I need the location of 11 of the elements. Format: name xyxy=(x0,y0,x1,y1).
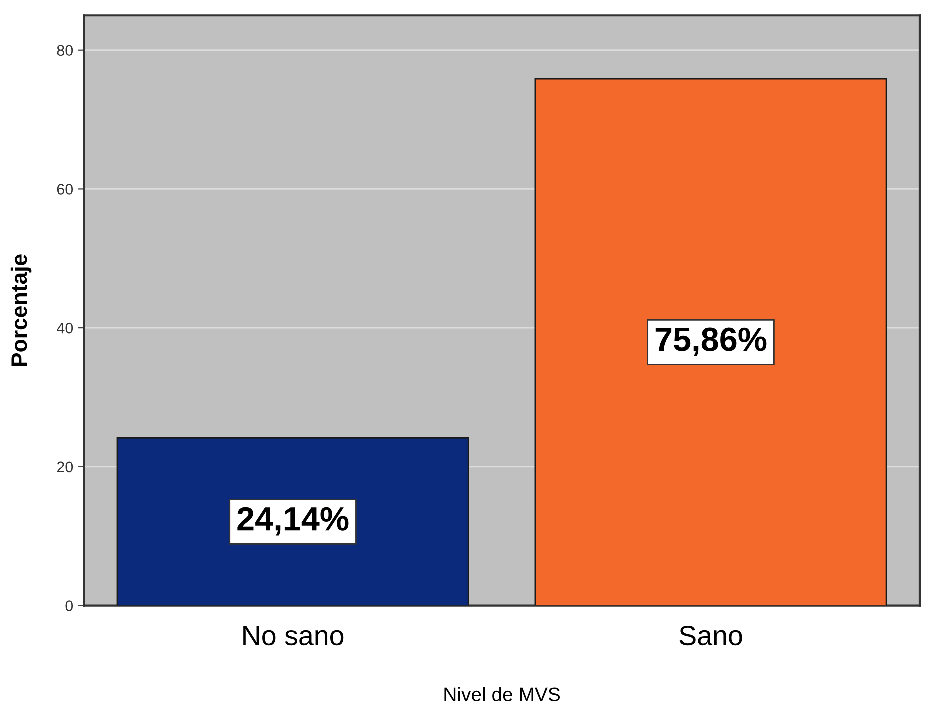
x-axis-title: Nivel de MVS xyxy=(444,687,560,702)
y-tick-label: 80 xyxy=(57,45,74,56)
y-tick-label: 20 xyxy=(57,462,74,473)
y-tick-label: 60 xyxy=(57,184,74,195)
data-label: 24,14% xyxy=(238,507,349,536)
x-tick-label: Sano xyxy=(680,626,742,646)
y-tick-label: 0 xyxy=(66,600,74,612)
y-tick-label: 40 xyxy=(57,322,74,334)
x-tick-label: No sano xyxy=(244,626,344,646)
y-axis-title: Porcentaje xyxy=(10,254,32,366)
data-label: 75,86% xyxy=(656,328,767,356)
